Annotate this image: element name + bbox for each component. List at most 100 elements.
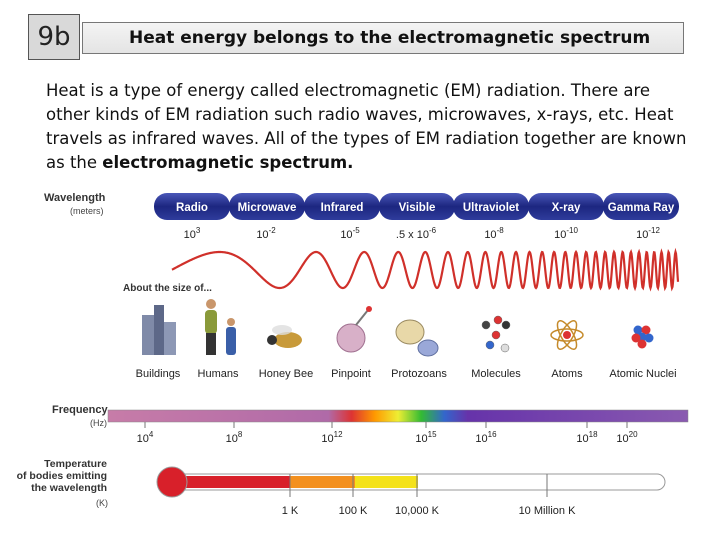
diagram-content: Wavelength (meters) About the size of... Fr… <box>17 192 689 517</box>
icon <box>633 325 643 335</box>
icon <box>355 309 369 326</box>
temperature-value: 100 K <box>339 505 368 517</box>
icon <box>563 331 571 339</box>
frequency-value: 108 <box>226 430 243 445</box>
band-pill <box>229 193 305 220</box>
wavelength-value: 10-12 <box>636 226 660 241</box>
label: (K) <box>96 498 108 508</box>
power-exponent: -5 <box>353 226 361 235</box>
band-pill <box>453 193 529 220</box>
band-name: Ultraviolet <box>463 202 519 214</box>
icon <box>274 332 302 348</box>
band-name: Gamma Ray <box>608 202 675 214</box>
band-pill <box>603 193 679 220</box>
power-exponent: 8 <box>238 430 243 439</box>
label: of bodies emitting <box>17 470 107 482</box>
icon <box>550 328 584 342</box>
icon <box>142 315 154 355</box>
object-name: Humans <box>198 368 239 380</box>
power-base: 10 <box>636 229 648 241</box>
icon <box>556 320 578 350</box>
power-base: 10 <box>554 229 566 241</box>
icon <box>164 322 176 355</box>
icon <box>491 330 501 340</box>
power-base: 10 <box>256 229 268 241</box>
band-pill <box>154 193 230 220</box>
icon <box>644 333 654 343</box>
frequency-value: 1012 <box>321 430 343 445</box>
label: Wavelength <box>44 192 106 204</box>
body-plain: Heat is a type of energy called electrom… <box>46 81 687 172</box>
icon <box>556 320 578 350</box>
wavelength-value: 10-10 <box>554 226 578 241</box>
temperature-value: 10 Million K <box>519 505 577 517</box>
thermo-yellow <box>355 476 418 488</box>
icon <box>206 333 216 355</box>
band-pill <box>304 193 380 220</box>
band-pill <box>379 193 455 220</box>
icon <box>227 318 235 326</box>
power-exponent: 15 <box>428 430 437 439</box>
slide-number: 9b <box>28 14 80 60</box>
frequency-value: 1018 <box>576 430 598 445</box>
object-name: Atomic Nuclei <box>609 368 676 380</box>
power-exponent: 18 <box>589 430 598 439</box>
frequency-value: 1020 <box>616 430 638 445</box>
power-exponent: 3 <box>196 226 201 235</box>
label: (Hz) <box>90 418 107 428</box>
object-name: Pinpoint <box>331 368 371 380</box>
icon <box>336 323 366 353</box>
wavelength-value: 10-8 <box>484 226 504 241</box>
icon <box>267 335 277 345</box>
temperature-value: 10,000 K <box>395 505 440 517</box>
thermo-orange <box>290 476 355 488</box>
frequency-value: 104 <box>137 430 154 445</box>
icon <box>481 320 491 330</box>
frequency-value: 1016 <box>475 430 497 445</box>
power-exponent: -2 <box>269 226 277 235</box>
power-exponent: 16 <box>488 430 497 439</box>
wavelength-value: 10-5 <box>340 226 360 241</box>
power-base: .5 x 10 <box>396 229 429 241</box>
power-base: 10 <box>137 433 149 445</box>
icon <box>493 315 503 325</box>
power-exponent: 12 <box>334 430 343 439</box>
icon <box>366 306 372 312</box>
power-exponent: -12 <box>648 226 660 235</box>
icon <box>205 310 217 334</box>
power-base: 10 <box>616 433 628 445</box>
thermo-bulb <box>156 466 188 498</box>
power-exponent: 4 <box>149 430 154 439</box>
power-base: 10 <box>576 433 588 445</box>
wavelength-value: 103 <box>184 226 201 241</box>
wavelength-value: .5 x 10-6 <box>396 226 437 241</box>
label: Temperature <box>44 458 107 470</box>
thermo-red <box>172 476 290 488</box>
wavelength-value: 10-2 <box>256 226 276 241</box>
object-name: Atoms <box>551 368 583 380</box>
power-base: 10 <box>475 433 487 445</box>
band-name: Microwave <box>238 202 297 214</box>
band-name: X-ray <box>552 202 581 214</box>
power-base: 10 <box>321 433 333 445</box>
power-base: 10 <box>184 229 196 241</box>
icon <box>154 305 164 355</box>
icon <box>417 339 439 357</box>
band-name: Radio <box>176 202 208 214</box>
object-name: Protozoans <box>391 368 447 380</box>
power-exponent: -8 <box>497 226 505 235</box>
label: Frequency <box>52 404 109 416</box>
label: the wavelength <box>31 482 107 494</box>
band-name: Infrared <box>321 202 364 214</box>
power-base: 10 <box>226 433 238 445</box>
object-name: Buildings <box>136 368 181 380</box>
slide-title: Heat energy belongs to the electromagnet… <box>82 22 684 54</box>
power-base: 10 <box>340 229 352 241</box>
label: (meters) <box>70 206 104 216</box>
band-pill <box>528 193 604 220</box>
frequency-value: 1015 <box>415 430 437 445</box>
icon <box>500 343 510 353</box>
icon <box>272 325 292 335</box>
